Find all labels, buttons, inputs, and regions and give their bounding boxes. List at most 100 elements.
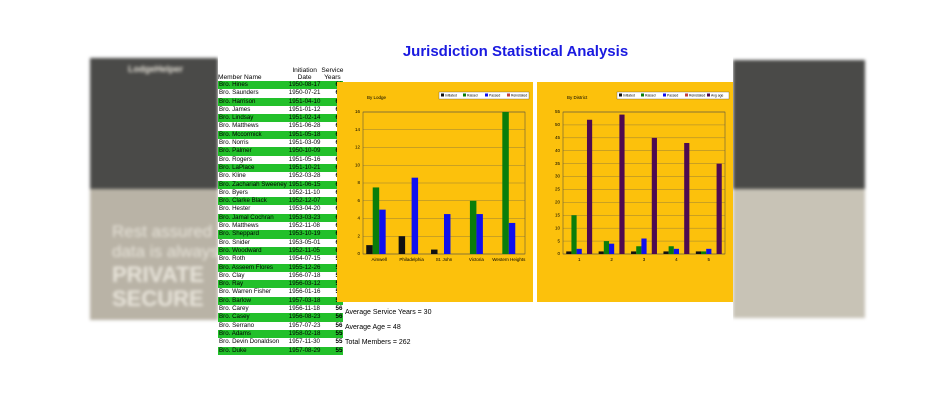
table-row: Bro. Snider 1953-05-01 60 <box>218 239 343 247</box>
legend-swatch <box>619 93 622 97</box>
table-row: Bro. Hester 1953-04-20 60 <box>218 205 343 213</box>
bar <box>444 214 451 254</box>
legend-box <box>438 91 530 100</box>
bar <box>706 248 712 254</box>
x-tick-label: Victoria <box>469 257 484 262</box>
table-cell: Bro. Woodward <box>218 246 288 256</box>
bar <box>668 246 674 254</box>
bar <box>586 119 593 254</box>
table-cell: Bro. Byers <box>219 188 248 196</box>
table-cell: Bro. Saunders <box>219 89 259 97</box>
table-row: Bro. Casey 1956-08-23 56 <box>218 313 344 322</box>
table-cell: 1951-06-15 <box>287 180 322 189</box>
bar <box>431 249 438 254</box>
table-row: Bro. Sheppard 1953-10-19 60 <box>218 230 344 239</box>
table-cell: Bro. Hester <box>219 205 251 213</box>
table-cell: 1950-10-09 <box>287 147 322 156</box>
bar <box>508 222 516 254</box>
table-cell: 1951-02-14 <box>287 114 322 123</box>
y-tick-label: 0 <box>557 251 560 256</box>
table-row: Bro. Zachariah Sweeney 1951-06-15 61 <box>218 180 344 189</box>
table-cell: Bro. Ray <box>218 280 288 289</box>
table-cell: Bro. Zachariah Sweeney <box>218 180 288 189</box>
y-tick-label: 50 <box>555 122 561 127</box>
table-cell: Bro. Matthews <box>219 122 259 130</box>
table-cell: 1954-07-15 <box>288 255 321 263</box>
table-cell: 1951-05-18 <box>287 130 322 140</box>
table-cell: Bro. Sheppard <box>218 230 288 239</box>
table-row: Bro. Norris 1951-03-09 62 <box>218 139 343 147</box>
table-row: Bro. Matthews 1951-06-28 62 <box>218 122 343 130</box>
legend-label: Raised <box>467 93 478 97</box>
y-tick-label: 10 <box>555 225 561 230</box>
bar <box>411 177 419 254</box>
y-tick-label: 20 <box>555 200 561 205</box>
legend-box <box>616 91 730 100</box>
bar <box>571 215 577 254</box>
table-cell: 1953-03-23 <box>287 213 322 223</box>
table-cell: 1952-12-07 <box>287 197 322 206</box>
legend-swatch <box>663 93 666 97</box>
table-row: Bro. Duke 1957-08-29 55 <box>218 346 344 355</box>
table-cell: 56 <box>335 305 343 313</box>
y-tick-label: 2 <box>357 233 360 238</box>
table-cell: Bro. Matthews <box>219 222 259 230</box>
bar <box>379 209 386 254</box>
bar <box>398 236 406 254</box>
table-row: Bro. Jamal Cochran 1953-03-23 60 <box>218 213 344 223</box>
table-cell: Bro. Barlow <box>218 296 288 306</box>
table-cell: Bro. Warren Fisher <box>219 288 272 296</box>
bar <box>636 246 642 254</box>
table-cell: Bro. Roth <box>219 255 246 263</box>
table-cell: 55 <box>321 329 344 339</box>
table-cell: 1950-07-21 <box>288 89 321 97</box>
table-cell: 1952-11-05 <box>287 246 322 256</box>
table-row: Bro. Palmer 1950-10-09 62 <box>218 147 344 156</box>
bg-text: PRIVATE <box>112 262 205 287</box>
table-row: Bro. Hines 1950-08-17 63 <box>218 81 344 90</box>
table-cell: 1951-04-10 <box>287 97 322 106</box>
table-cell: Bro. Adams <box>218 329 288 339</box>
bar <box>469 200 477 254</box>
column-header: Member Name <box>218 74 262 81</box>
table-cell: Bro. Hines <box>218 81 288 90</box>
bar <box>566 251 572 254</box>
table-cell: 1955-12-26 <box>287 263 322 272</box>
x-tick-label: Aimwell <box>371 257 387 262</box>
table-cell: 1958-02-18 <box>287 329 322 339</box>
legend-swatch <box>685 93 688 97</box>
table-cell: Bro. LaPlace <box>218 163 288 173</box>
table-row: Bro. Lindsay 1951-02-14 62 <box>218 114 344 123</box>
legend-label: Reinstated <box>689 93 705 97</box>
stat: Average Age = 48 <box>345 324 401 331</box>
legend-swatch <box>441 93 444 97</box>
table-row: Bro. Clay 1956-07-18 57 <box>218 272 343 280</box>
table-row: Bro. James 1951-01-12 62 <box>218 106 343 114</box>
legend-label: Passed <box>489 93 500 97</box>
table-cell: Bro. Duke <box>218 346 288 355</box>
table-cell: Bro. Asseem Flores <box>218 263 288 272</box>
stat: Average Service Years = 30 <box>345 309 432 316</box>
table-cell: Bro. Harrison <box>218 97 288 106</box>
table-cell: 1953-04-20 <box>288 205 321 213</box>
chart-title: By District <box>567 95 588 100</box>
legend-label: Initiated <box>445 93 457 97</box>
table-row: Bro. Saunders 1950-07-21 63 <box>218 89 343 97</box>
bar <box>631 251 637 254</box>
background-panel: LodgeHelper Rest assured data is always … <box>90 58 218 320</box>
table-row: Bro. Harrison 1951-04-10 62 <box>218 97 344 106</box>
table-row: Bro. Matthews 1952-11-08 60 <box>218 222 343 230</box>
table-row: Bro. Asseem Flores 1955-12-26 57 <box>218 263 344 272</box>
table-row: Bro. Warren Fisher 1956-01-16 57 <box>218 288 343 296</box>
member-table: Member Name Initiation Date Service Years … <box>218 67 344 355</box>
y-tick-label: 16 <box>355 109 361 114</box>
table-row: Bro. Byers 1952-11-10 60 <box>218 189 343 197</box>
y-tick-label: 0 <box>357 251 360 256</box>
table-cell: Bro. Rogers <box>219 155 253 163</box>
table-cell: 1956-08-23 <box>287 313 322 322</box>
table-row: Bro. Ray 1956-03-12 57 <box>218 280 344 289</box>
legend-label: Reinstated <box>511 93 527 97</box>
x-tick-label: Philadelphia <box>399 257 424 262</box>
y-tick-label: 45 <box>555 135 561 140</box>
bar <box>598 251 604 254</box>
